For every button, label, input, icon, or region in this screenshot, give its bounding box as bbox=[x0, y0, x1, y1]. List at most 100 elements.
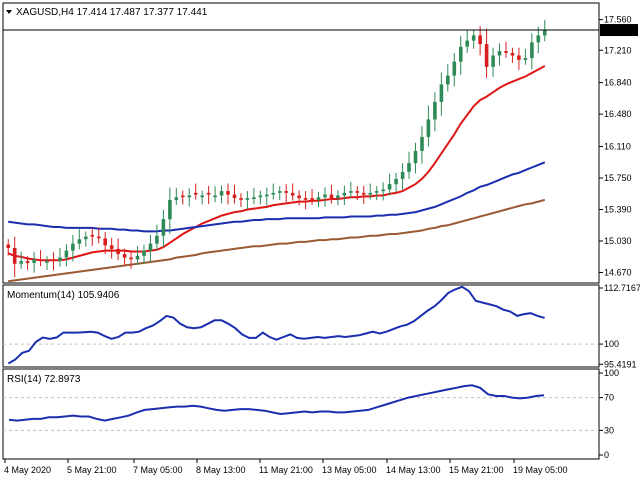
candle-body bbox=[265, 194, 269, 197]
current-price-line: 17.441 bbox=[3, 24, 638, 37]
x-tick-label: 8 May 13:00 bbox=[196, 465, 246, 475]
candle bbox=[219, 185, 224, 204]
candle bbox=[12, 236, 17, 278]
candle bbox=[523, 48, 528, 65]
candle-body bbox=[77, 239, 82, 244]
candle bbox=[187, 188, 192, 207]
candle-body bbox=[420, 136, 424, 151]
candle bbox=[71, 234, 75, 262]
candle bbox=[316, 192, 321, 208]
candle-body bbox=[497, 51, 502, 56]
candle-body bbox=[6, 244, 11, 248]
candle bbox=[478, 26, 482, 56]
candle-body bbox=[471, 35, 476, 41]
candle bbox=[284, 184, 288, 203]
candle-body bbox=[413, 150, 418, 164]
y-tick-label: 15.750 bbox=[604, 173, 632, 183]
candle bbox=[25, 256, 30, 270]
candle-body bbox=[491, 55, 495, 67]
ma-slow-line bbox=[8, 198, 546, 283]
candle bbox=[193, 183, 198, 200]
y-tick-label: 30 bbox=[604, 425, 614, 435]
candle-body bbox=[452, 61, 457, 76]
candle-body bbox=[374, 191, 379, 193]
candle bbox=[109, 237, 114, 259]
candle bbox=[349, 181, 353, 198]
candle bbox=[161, 209, 166, 248]
candle bbox=[465, 30, 469, 53]
candle bbox=[129, 250, 133, 269]
candle bbox=[213, 186, 217, 203]
candle-body bbox=[355, 191, 360, 193]
candle bbox=[303, 191, 308, 210]
candle-body bbox=[394, 178, 398, 185]
x-tick-label: 19 May 05:00 bbox=[513, 465, 568, 475]
candle-body bbox=[181, 195, 185, 198]
candle bbox=[200, 190, 204, 205]
candle bbox=[543, 19, 547, 42]
candle bbox=[168, 187, 172, 234]
candle-body bbox=[407, 163, 411, 172]
candle-body bbox=[271, 192, 276, 195]
candle-body bbox=[90, 234, 95, 237]
candle bbox=[355, 186, 360, 200]
candle bbox=[342, 185, 347, 206]
candle bbox=[45, 256, 49, 270]
current-price-label: 17.441 bbox=[604, 25, 632, 35]
candle bbox=[278, 186, 282, 200]
candle-body bbox=[129, 257, 133, 260]
candle-body bbox=[459, 46, 463, 62]
candle-body bbox=[504, 51, 508, 53]
candle-body bbox=[303, 198, 308, 200]
candle-body bbox=[213, 195, 217, 198]
candle-body bbox=[109, 245, 114, 249]
candle-body bbox=[510, 52, 515, 56]
candle bbox=[103, 231, 107, 255]
x-tick-label: 11 May 21:00 bbox=[259, 465, 313, 475]
time-x-axis: 4 May 2020 5 May 21:00 7 May 05:00 8 May 13… bbox=[4, 459, 568, 475]
candle bbox=[97, 227, 101, 244]
candle bbox=[504, 41, 508, 58]
candle-body bbox=[45, 261, 49, 263]
rsi-line bbox=[8, 384, 545, 422]
candle-body bbox=[32, 259, 36, 263]
x-tick-label: 5 May 21:00 bbox=[67, 465, 117, 475]
candle-body bbox=[64, 250, 69, 258]
candle-body bbox=[25, 261, 30, 263]
candle-body bbox=[174, 197, 179, 200]
candle bbox=[135, 246, 140, 265]
candle-body bbox=[200, 195, 204, 198]
rsi-pane[interactable] bbox=[2, 368, 600, 460]
candle bbox=[426, 105, 431, 147]
main-y-axis: 17.560 17.210 16.840 16.480 16.110 15.750 15.3… bbox=[599, 15, 632, 278]
candle bbox=[181, 190, 185, 205]
candle-body bbox=[310, 198, 314, 200]
candle-body bbox=[252, 197, 256, 199]
rsi-y-axis: 100 70 30 0 bbox=[3, 368, 619, 460]
candle-body bbox=[484, 44, 489, 67]
momentum-header-text: Momentum(14) 105.9406 bbox=[7, 290, 120, 301]
candle bbox=[368, 183, 373, 200]
candle bbox=[265, 187, 269, 206]
x-tick-label: 14 May 13:00 bbox=[386, 465, 441, 475]
y-tick-label: 70 bbox=[604, 393, 614, 403]
candle-body bbox=[148, 243, 153, 251]
candle bbox=[420, 126, 424, 164]
x-tick-label: 13 May 05:00 bbox=[322, 465, 377, 475]
candle bbox=[122, 248, 127, 266]
candle bbox=[155, 224, 159, 251]
candle bbox=[84, 231, 88, 247]
candle bbox=[116, 238, 120, 261]
candle-body bbox=[245, 198, 250, 200]
dropdown-triangle-icon[interactable] bbox=[6, 10, 12, 14]
momentum-pane[interactable] bbox=[2, 284, 600, 368]
candle bbox=[517, 47, 521, 70]
x-tick-label: 7 May 05:00 bbox=[133, 465, 183, 475]
main-header-text: XAGUSD,H4 17.414 17.487 17.377 17.441 bbox=[16, 7, 208, 18]
candle-body bbox=[446, 75, 450, 85]
candle-body bbox=[258, 195, 263, 198]
ma-mid-line bbox=[8, 161, 546, 233]
y-tick-label: 16.110 bbox=[604, 142, 631, 152]
candle bbox=[239, 193, 243, 207]
candle-body bbox=[387, 184, 392, 190]
